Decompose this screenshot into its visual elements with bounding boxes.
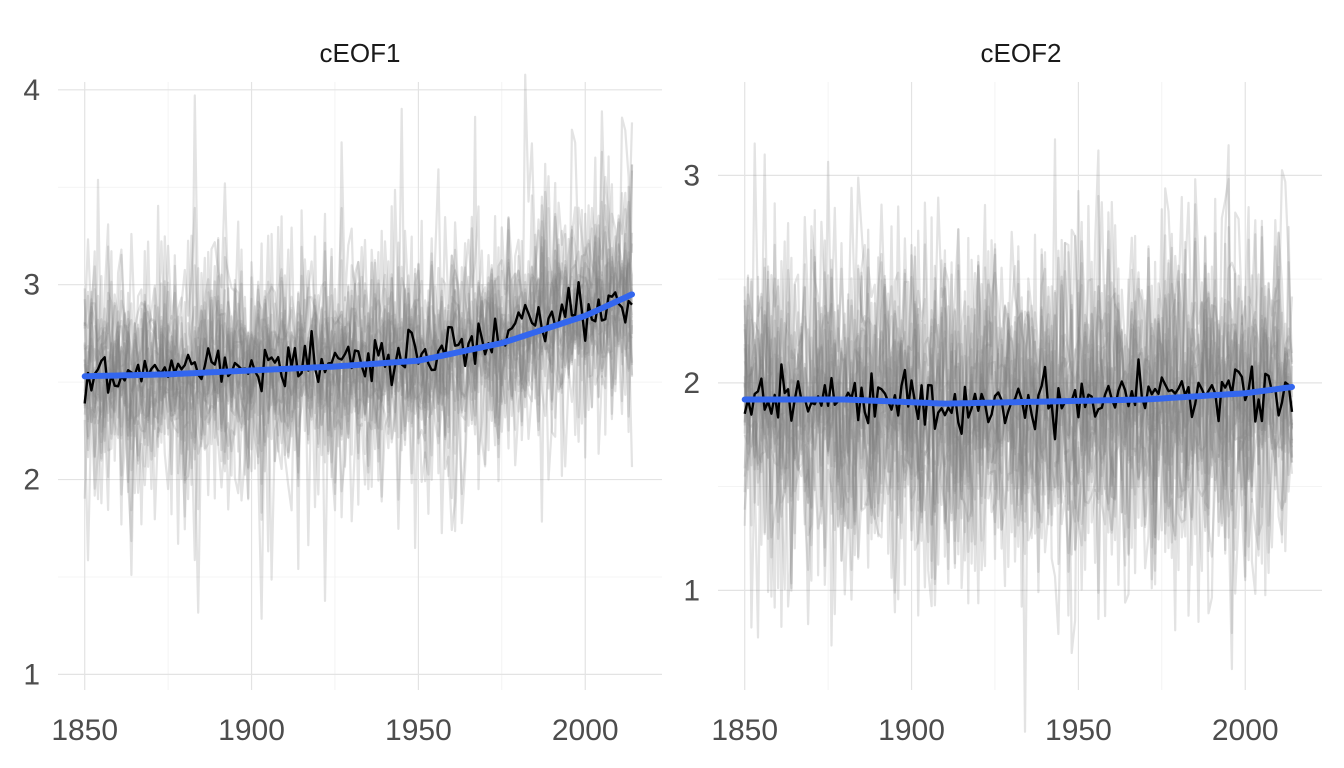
observed-series-line	[83, 281, 633, 404]
ensemble-member-line	[743, 329, 1294, 494]
ensemble-member-line	[83, 242, 634, 448]
panel-cEOF1: cEOF1 1 2 3 4 1850 1900 1950 2000	[23, 38, 662, 747]
ensemble-member-line	[743, 142, 1294, 733]
ensemble-member-line	[743, 194, 1294, 604]
ensemble-member-line	[743, 323, 1294, 481]
trend-line	[81, 291, 635, 380]
ensemble-member-line	[743, 176, 1294, 621]
ensemble-member-line	[83, 255, 634, 443]
panel-title: cEOF2	[981, 38, 1062, 68]
ensemble-member-line	[743, 261, 1294, 594]
x-tick-label: 1900	[218, 714, 285, 747]
ensemble-member-line	[83, 280, 633, 459]
ensemble-member-line	[743, 178, 1294, 647]
trend-line	[741, 384, 1295, 407]
ensemble-member-line	[83, 250, 634, 519]
ensemble-member-line	[743, 160, 1294, 544]
ensemble-member-line	[743, 200, 1294, 555]
x-tick-label: 1850	[51, 714, 118, 747]
y-tick-label: 2	[683, 367, 700, 400]
ensemble-member-line	[83, 110, 634, 562]
y-tick-label: 3	[23, 269, 40, 302]
ensemble-member-line	[84, 264, 634, 428]
ensemble-member-line	[743, 240, 1294, 617]
ensemble-member-line	[743, 236, 1294, 516]
y-tick-label: 1	[23, 658, 40, 691]
ensemble-member-line	[83, 107, 634, 620]
ensemble-member-line	[743, 144, 1294, 635]
ensemble-member-line	[743, 220, 1294, 541]
y-tick-label: 2	[23, 464, 40, 497]
ensemble-member-line	[743, 253, 1294, 598]
y-tick-label: 4	[23, 74, 40, 107]
ensemble-member-line	[83, 155, 634, 550]
ensemble-member-line	[83, 182, 634, 543]
ensemble-member-line	[83, 204, 634, 499]
ensemble-member-line	[83, 260, 634, 465]
ensemble-member-line	[743, 169, 1294, 608]
x-tick-label: 1950	[1045, 714, 1112, 747]
panel-title: cEOF1	[320, 38, 401, 68]
ensemble-member-line	[83, 170, 634, 486]
observed-series-line	[743, 358, 1294, 441]
ensemble-member-line	[83, 239, 634, 436]
x-tick-label: 1950	[385, 714, 452, 747]
ensemble-member-line	[743, 208, 1294, 589]
x-tick-label: 1850	[711, 714, 778, 747]
x-tick-label: 2000	[552, 714, 619, 747]
ensemble-member-line	[83, 185, 634, 526]
ensemble-member-line	[743, 138, 1294, 614]
ensemble-member-line	[83, 205, 634, 512]
y-tick-label: 1	[683, 574, 700, 607]
ensemble-member-line	[83, 200, 634, 514]
panel-cEOF2: cEOF2 1 2 3 1850 1900 1950 2000	[683, 38, 1322, 747]
x-tick-label: 1900	[878, 714, 945, 747]
y-tick-label: 3	[683, 159, 700, 192]
ensemble-member-line	[83, 122, 634, 603]
x-tick-label: 2000	[1212, 714, 1279, 747]
ensemble-member-line	[744, 201, 1294, 557]
